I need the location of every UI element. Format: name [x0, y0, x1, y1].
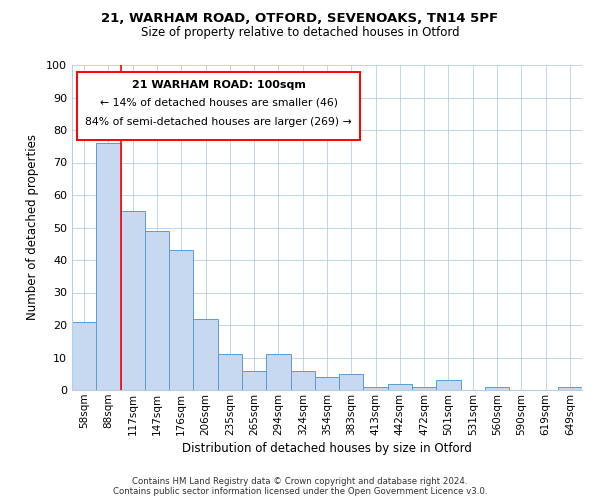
Bar	[388, 384, 412, 390]
Bar	[96, 143, 121, 390]
Bar	[218, 354, 242, 390]
Bar	[72, 322, 96, 390]
Text: Contains HM Land Registry data © Crown copyright and database right 2024.: Contains HM Land Registry data © Crown c…	[132, 478, 468, 486]
Y-axis label: Number of detached properties: Number of detached properties	[26, 134, 39, 320]
X-axis label: Distribution of detached houses by size in Otford: Distribution of detached houses by size …	[182, 442, 472, 455]
Bar	[242, 370, 266, 390]
Bar	[169, 250, 193, 390]
Bar	[290, 370, 315, 390]
Bar	[339, 374, 364, 390]
Text: 21 WARHAM ROAD: 100sqm: 21 WARHAM ROAD: 100sqm	[131, 80, 305, 90]
Bar	[364, 387, 388, 390]
Bar	[145, 231, 169, 390]
Text: 21, WARHAM ROAD, OTFORD, SEVENOAKS, TN14 5PF: 21, WARHAM ROAD, OTFORD, SEVENOAKS, TN14…	[101, 12, 499, 26]
Bar	[485, 387, 509, 390]
Text: Contains public sector information licensed under the Open Government Licence v3: Contains public sector information licen…	[113, 487, 487, 496]
Bar	[412, 387, 436, 390]
Bar	[315, 377, 339, 390]
Bar	[193, 318, 218, 390]
FancyBboxPatch shape	[77, 72, 360, 140]
Bar	[558, 387, 582, 390]
Text: ← 14% of detached houses are smaller (46): ← 14% of detached houses are smaller (46…	[100, 98, 338, 108]
Text: 84% of semi-detached houses are larger (269) →: 84% of semi-detached houses are larger (…	[85, 117, 352, 127]
Bar	[436, 380, 461, 390]
Bar	[121, 211, 145, 390]
Bar	[266, 354, 290, 390]
Text: Size of property relative to detached houses in Otford: Size of property relative to detached ho…	[140, 26, 460, 39]
